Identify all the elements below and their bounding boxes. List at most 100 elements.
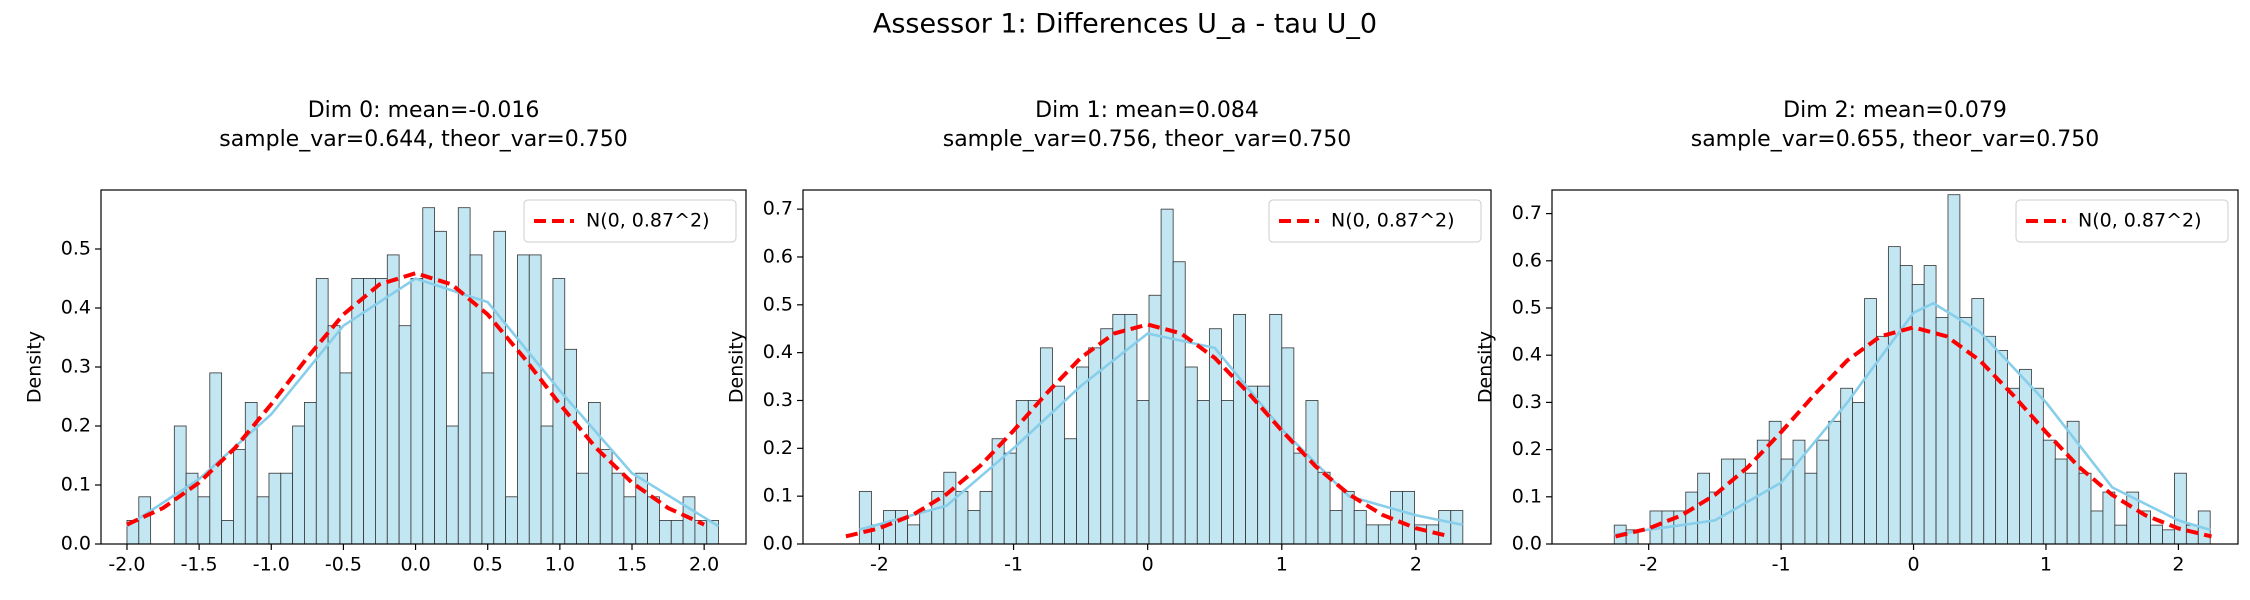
y-tick-label: 0.1 (763, 485, 793, 507)
y-tick-label: 0.7 (763, 198, 793, 220)
histogram-bar (268, 472, 282, 545)
y-tick-label: 0.3 (61, 356, 91, 378)
chart-subtitle: sample_var=0.655, theor_var=0.750 (1691, 127, 2100, 152)
y-tick-label: 0.0 (1512, 533, 1542, 555)
histogram-bar (1245, 385, 1259, 545)
histogram-bar (623, 496, 637, 545)
histogram-bar (446, 425, 459, 545)
normal-curve (1615, 325, 2212, 539)
histogram-bar (1027, 400, 1041, 545)
y-tick-label: 0.7 (1512, 202, 1542, 224)
histogram-bar (315, 278, 329, 545)
histogram-bar (564, 348, 577, 545)
histogram-bar (1172, 261, 1186, 545)
histogram-bar (1828, 420, 1842, 545)
histogram-bar (173, 425, 187, 545)
legend-label: N(0, 0.87^2) (1331, 210, 1455, 232)
histogram-bar (1281, 347, 1295, 545)
x-tick-label: 2.0 (689, 554, 719, 576)
x-tick-label: 0.0 (400, 554, 430, 576)
y-tick-label: 0.2 (763, 437, 793, 459)
y-tick-label: 0.0 (763, 533, 793, 555)
y-tick-label: 0.2 (1512, 438, 1542, 460)
histogram-bar (647, 496, 660, 545)
histogram-bar (979, 490, 993, 545)
kde-curve (858, 332, 1464, 531)
histogram-bar (2042, 439, 2056, 545)
histogram-bar (481, 372, 495, 545)
histogram-bar (1887, 246, 1901, 545)
histogram-bar (1744, 472, 1758, 545)
histogram-bar (197, 496, 211, 545)
histogram-bar (967, 510, 981, 545)
histogram-bar (858, 490, 872, 545)
y-tick-label: 0.1 (61, 474, 91, 496)
histogram-bar (2162, 529, 2175, 545)
histogram-bar (955, 490, 969, 545)
y-axis-label: Density (726, 331, 748, 403)
y-tick-label: 0.1 (1512, 485, 1542, 507)
histogram-bar (907, 524, 921, 545)
histogram-bar (327, 325, 341, 545)
histogram-bar (635, 472, 648, 545)
histogram-bar (1840, 387, 1854, 545)
histogram-bar (919, 510, 933, 545)
histogram-bar (1876, 335, 1889, 545)
plot-frame (1551, 189, 2239, 545)
histogram-bar (1816, 439, 1830, 545)
histogram-bar (209, 372, 223, 545)
histogram-bar (1136, 400, 1150, 545)
figure-title: Assessor 1: Differences U_a - tau U_0 (873, 9, 1377, 40)
x-tick-label: 0 (1142, 554, 1154, 576)
histogram-bar (670, 520, 684, 545)
histogram-bar (2031, 387, 2044, 545)
legend-label: N(0, 0.87^2) (2078, 210, 2202, 232)
histogram-bar (517, 254, 530, 545)
histogram-bar (221, 520, 234, 545)
histogram-bar (1935, 317, 1949, 545)
histogram-bar (540, 425, 554, 545)
chart-title: Dim 0: mean=-0.016 (308, 98, 540, 123)
histogram-bar (1329, 510, 1343, 545)
histogram-bar (1911, 283, 1925, 545)
histogram-bar (1864, 298, 1877, 545)
histogram-bar (576, 472, 589, 545)
histogram-bar (659, 520, 672, 545)
y-tick-label: 0.4 (1512, 344, 1542, 366)
histogram-bar (2090, 510, 2104, 545)
histogram-bar (233, 449, 246, 545)
histogram-bar (528, 254, 542, 545)
x-tick-label: -1.5 (181, 554, 218, 576)
histogram-bar (1685, 491, 1699, 545)
histogram-bar (1317, 471, 1331, 545)
histogram-bar (1899, 265, 1913, 545)
legend-box (523, 199, 737, 243)
y-axis-label: Density (24, 331, 46, 403)
x-tick-label: 2 (2172, 554, 2184, 576)
histogram-bar (1112, 313, 1126, 545)
histogram-bar (434, 230, 447, 545)
chart-title: Dim 2: mean=0.079 (1783, 98, 2007, 123)
histogram-bar (422, 207, 436, 545)
histogram-bar (1852, 401, 1865, 545)
kde-curve (1614, 301, 2211, 536)
histogram-bar (2019, 368, 2032, 545)
normal-curve (126, 271, 705, 527)
y-tick-label: 0.3 (763, 389, 793, 411)
histogram-bar (2007, 387, 2020, 545)
plot-frame (802, 189, 1492, 545)
histogram-bar (943, 471, 957, 545)
histogram-bar (552, 278, 566, 545)
x-tick-label: -2.0 (108, 554, 145, 576)
histogram-bar (1697, 472, 1710, 545)
histogram-bar (1341, 490, 1355, 545)
histogram-bar (1365, 524, 1379, 545)
y-tick-label: 0.6 (763, 245, 793, 267)
histogram-bar (375, 278, 388, 545)
legend-box (2015, 199, 2229, 243)
histogram-bar (493, 230, 507, 545)
histogram-bar (505, 496, 518, 545)
histogram-bar (256, 496, 270, 545)
y-tick-label: 0.4 (763, 341, 793, 363)
histogram-bar (1804, 472, 1818, 545)
